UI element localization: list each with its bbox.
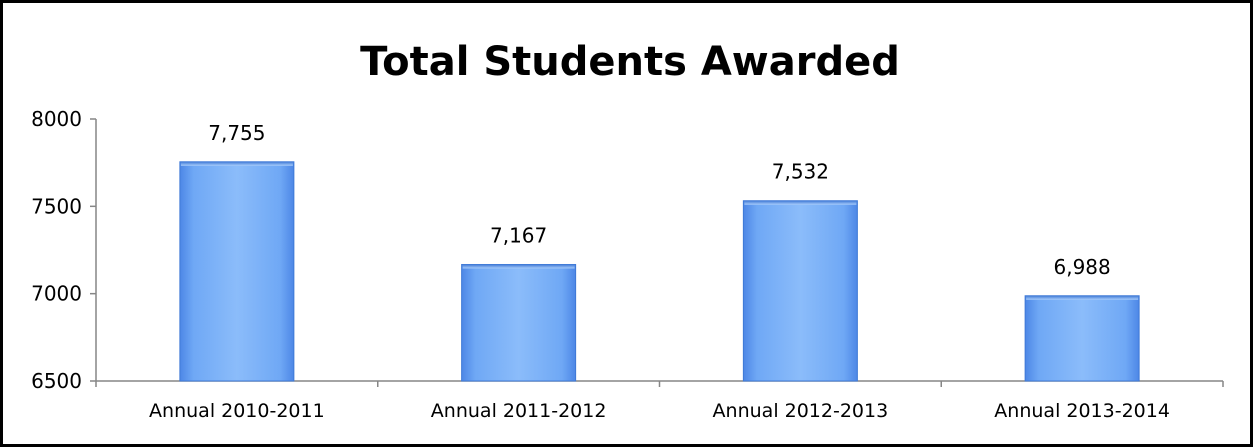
- bar: [461, 263, 577, 382]
- bar: [742, 200, 858, 382]
- y-tick-label: 6500: [31, 369, 82, 393]
- x-tick-label: Annual 2010-2011: [149, 400, 325, 422]
- bar: [1024, 295, 1140, 382]
- data-label: 7,532: [772, 160, 829, 184]
- bar-chart: Total Students Awarded 6500700075008000 …: [31, 39, 1224, 422]
- x-tick-label: Annual 2011-2012: [431, 400, 607, 422]
- y-tick-label: 7500: [31, 194, 82, 218]
- data-label: 7,167: [490, 223, 547, 247]
- data-label: 6,988: [1053, 255, 1110, 279]
- labels: 7,755 Annual 2010-2011 7,167 Annual 2011-20…: [149, 121, 1170, 422]
- x-tick-label: Annual 2012-2013: [713, 400, 889, 422]
- bar-top-bevel: [462, 264, 575, 269]
- bar-top-bevel: [180, 161, 293, 166]
- y-tick-label: 7000: [31, 282, 82, 306]
- bar: [179, 161, 295, 382]
- bar-top-bevel: [1026, 295, 1139, 300]
- x-tick-label: Annual 2013-2014: [994, 400, 1170, 422]
- data-label: 7,755: [208, 121, 265, 145]
- bar-top-bevel: [744, 200, 857, 205]
- y-tick-label: 8000: [31, 107, 82, 131]
- chart-title: Total Students Awarded: [360, 39, 900, 85]
- bars: [179, 161, 1140, 382]
